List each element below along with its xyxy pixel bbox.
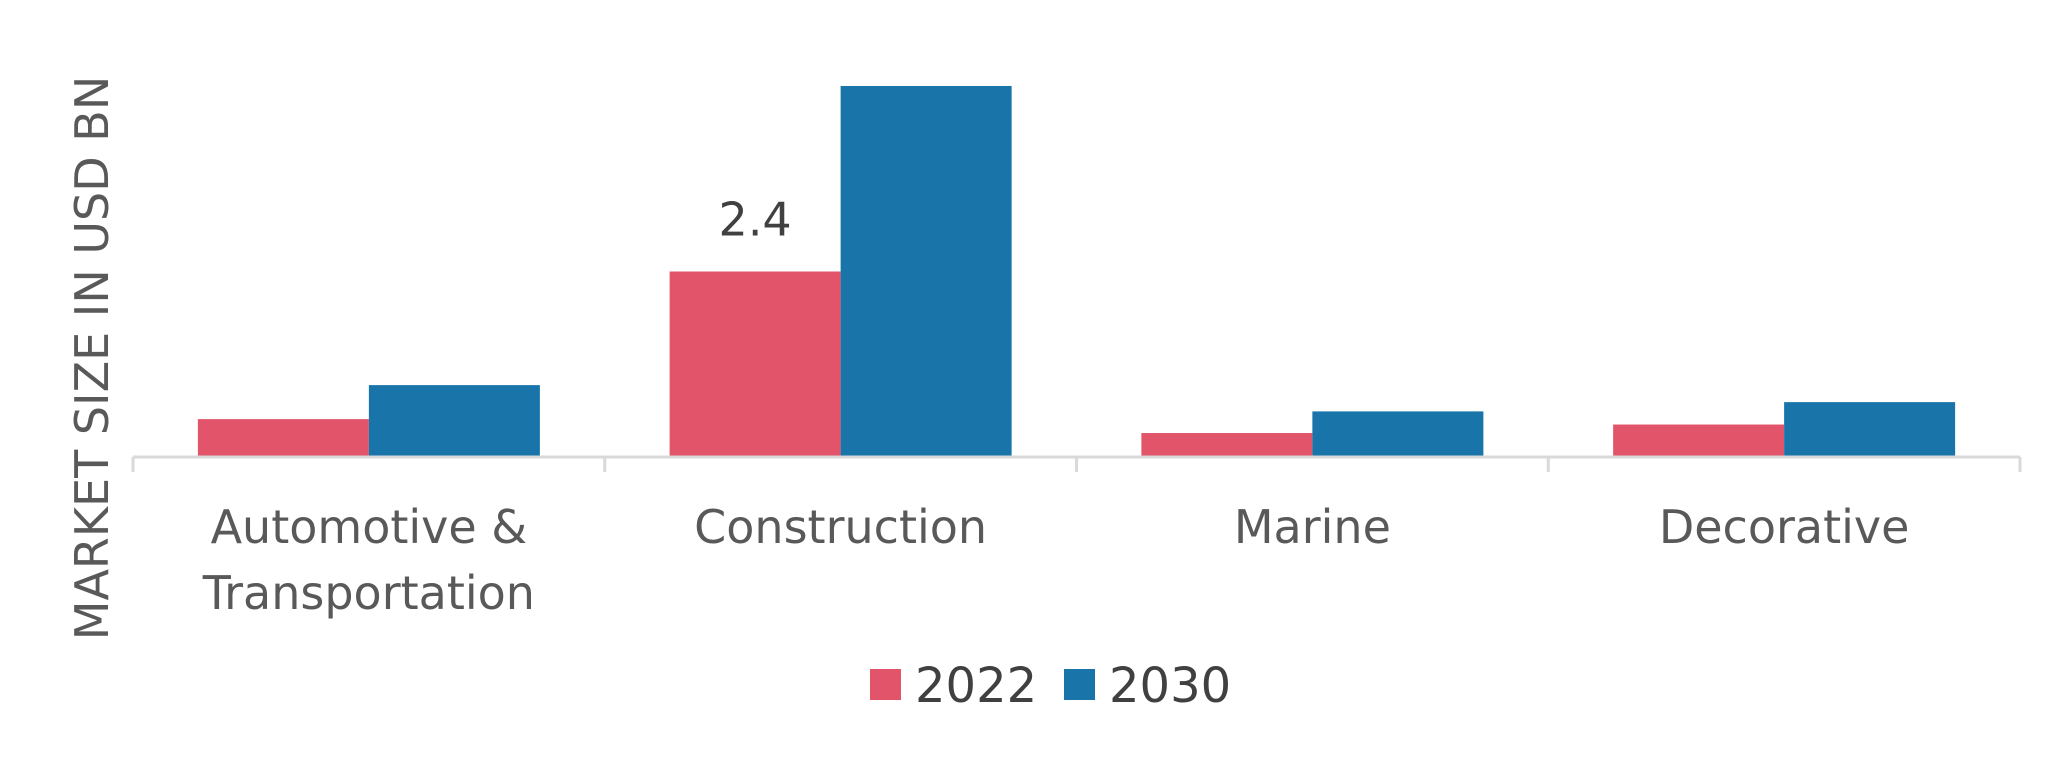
category-label-2: Marine <box>1234 500 1391 554</box>
legend: 2022 2030 <box>870 658 1231 714</box>
bar-2022-0 <box>197 419 369 457</box>
legend-swatch-2022 <box>870 669 901 700</box>
data-label-0: 2.4 <box>719 193 792 247</box>
bar-2022-2 <box>1141 433 1313 457</box>
bar-2030-1 <box>840 86 1012 457</box>
category-label-0: Automotive & Transportation <box>202 500 535 620</box>
bar-2022-1 <box>669 271 841 457</box>
bar-2030-3 <box>1784 402 1956 457</box>
bar-2022-3 <box>1613 424 1785 457</box>
bar-2030-2 <box>1312 411 1484 457</box>
legend-label-2022: 2022 <box>915 658 1037 714</box>
category-label-3: Decorative <box>1659 500 1910 554</box>
category-labels: Automotive & Transportation Construction Ma… <box>202 500 1910 620</box>
bars-group <box>197 86 1956 457</box>
bar-2030-0 <box>368 385 540 457</box>
x-axis <box>131 455 2022 472</box>
category-label-1: Construction <box>694 500 987 554</box>
legend-label-2030: 2030 <box>1109 658 1231 714</box>
y-axis-label: MARKET SIZE IN USD BN <box>65 76 119 641</box>
legend-swatch-2030 <box>1064 669 1095 700</box>
data-labels: 2.4 <box>719 193 792 247</box>
